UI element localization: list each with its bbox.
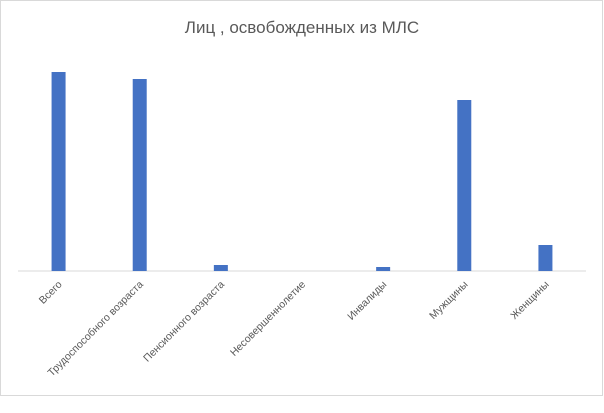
- bar: [376, 267, 391, 271]
- bar: [457, 100, 472, 271]
- bar: [51, 72, 66, 271]
- bar: [132, 79, 147, 271]
- chart-title: Лиц , освобожденных из МЛС: [185, 18, 419, 37]
- chart-border: [0, 0, 603, 396]
- bar: [538, 245, 553, 271]
- bar: [213, 265, 228, 271]
